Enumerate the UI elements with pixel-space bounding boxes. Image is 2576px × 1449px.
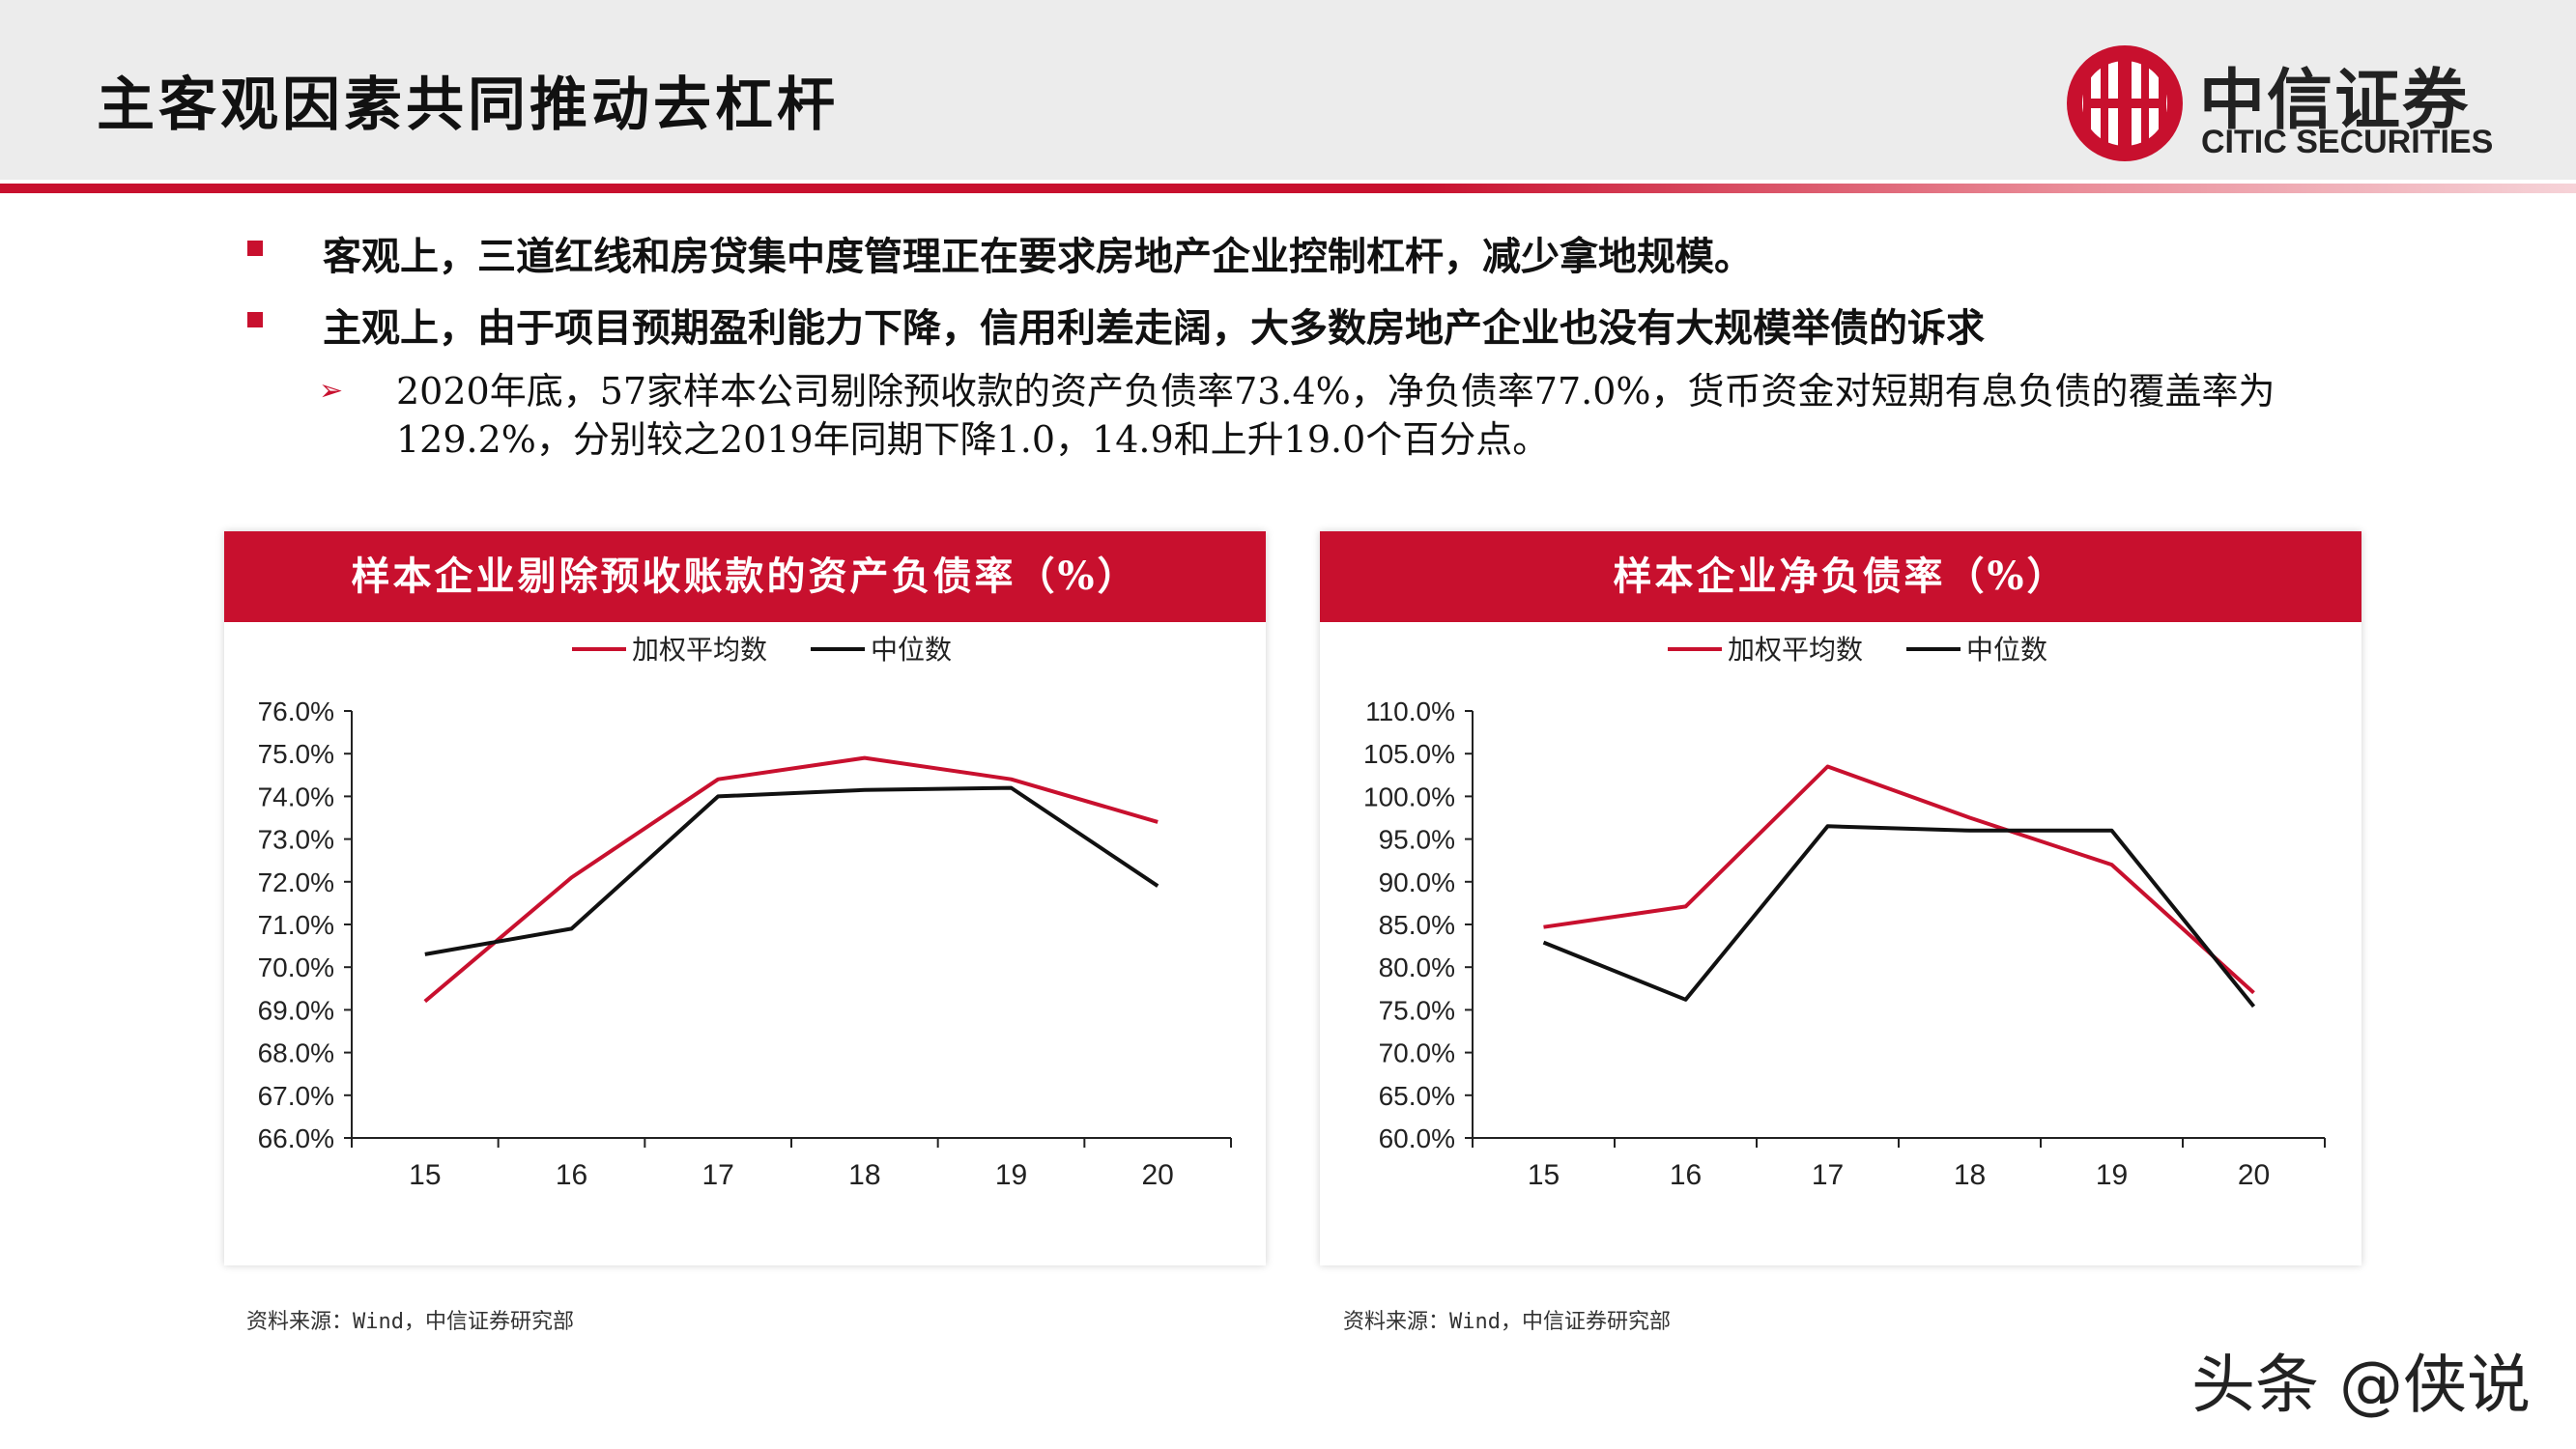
x-tick-label: 20 — [2238, 1159, 2270, 1191]
citic-logo-icon — [2067, 45, 2183, 161]
logo-text-en: CITIC SECURITIES — [2201, 124, 2494, 160]
source-note: 资料来源：Wind，中信证券研究部 — [1343, 1310, 1671, 1334]
y-tick-label: 95.0% — [1379, 825, 1455, 855]
x-tick-label: 16 — [1670, 1159, 1702, 1191]
arrow-bullet-icon: ➢ — [319, 374, 344, 408]
logo-text-cn: 中信证券 — [2199, 63, 2471, 139]
y-tick-label: 80.0% — [1379, 952, 1455, 982]
y-tick-label: 85.0% — [1379, 910, 1455, 940]
x-tick-label: 19 — [995, 1159, 1027, 1191]
y-tick-label: 66.0% — [258, 1123, 334, 1153]
y-tick-label: 69.0% — [258, 995, 334, 1025]
x-tick-label: 18 — [848, 1159, 880, 1191]
source-note: 资料来源：Wind，中信证券研究部 — [246, 1310, 574, 1334]
chart-title: 样本企业净负债率（%） — [1320, 531, 2361, 622]
page-title: 主客观因素共同推动去杠杆 — [97, 71, 839, 139]
x-tick-label: 20 — [1141, 1159, 1173, 1191]
x-tick-label: 19 — [2096, 1159, 2128, 1191]
y-tick-label: 100.0% — [1363, 781, 1455, 811]
y-tick-label: 90.0% — [1379, 867, 1455, 897]
y-tick-label: 72.0% — [258, 867, 334, 897]
x-tick-label: 17 — [1812, 1159, 1844, 1191]
bullet-text: 主观上，由于项目预期盈利能力下降，信用利差走阔，大多数房地产企业也没有大规模举债… — [323, 305, 1985, 351]
series-line-加权平均数 — [1543, 764, 2255, 995]
series-line-中位数 — [1542, 824, 2256, 1009]
chart-title: 样本企业剔除预收账款的资产负债率（%） — [224, 531, 1266, 622]
bullet-square-icon — [247, 312, 263, 327]
y-tick-label: 75.0% — [1379, 995, 1455, 1025]
legend-label: 中位数 — [1966, 634, 2047, 666]
citic-logo: 中信证券 CITIC SECURITIES — [2062, 41, 2493, 166]
legend-label: 中位数 — [871, 634, 952, 666]
chart-panel-net-debt: 样本企业净负债率（%） 60.0% 65.0% 70.0% 75.0% 80.0% 85.… — [1320, 531, 2361, 1265]
x-tick-label: 18 — [1954, 1159, 1986, 1191]
x-tick-label: 16 — [556, 1159, 587, 1191]
watermark: 头条 @侠说 — [2191, 1348, 2531, 1422]
y-tick-label: 68.0% — [258, 1038, 334, 1068]
y-tick-label: 67.0% — [258, 1081, 334, 1111]
bullet-text: 客观上，三道红线和房贷集中度管理正在要求房地产企业控制杠杆，减少拿地规模。 — [323, 234, 1753, 279]
chart-asset-liability: 66.0% 67.0% 68.0% 69.0% 70.0% 71.0% 72.0% 73.0%… — [258, 634, 1232, 1191]
y-tick-label: 65.0% — [1379, 1081, 1455, 1111]
bullet-square-icon — [247, 241, 263, 256]
header-divider — [0, 184, 2576, 193]
y-tick-label: 70.0% — [258, 952, 334, 982]
y-tick-label: 74.0% — [258, 781, 334, 811]
x-tick-label: 17 — [701, 1159, 733, 1191]
chart-panel-asset-liability: 样本企业剔除预收账款的资产负债率（%） 66.0% 67.0% 68.0% 69.0%… — [224, 531, 1266, 1265]
x-tick-label: 15 — [1528, 1159, 1560, 1191]
y-tick-label: 105.0% — [1363, 739, 1455, 769]
y-tick-label: 76.0% — [258, 696, 334, 726]
y-tick-label: 75.0% — [258, 739, 334, 769]
legend-label: 加权平均数 — [1728, 634, 1863, 666]
sub-bullet-text: 2020年底，57家样本公司剔除预收款的资产负债率73.4%，净负债率77.0%… — [396, 370, 2275, 461]
x-tick-label: 15 — [409, 1159, 441, 1191]
y-tick-label: 60.0% — [1379, 1123, 1455, 1153]
y-tick-label: 110.0% — [1365, 696, 1455, 726]
y-tick-label: 73.0% — [258, 825, 334, 855]
legend-label: 加权平均数 — [632, 634, 767, 666]
series-line-中位数 — [424, 785, 1159, 956]
y-tick-label: 71.0% — [258, 910, 334, 940]
chart-net-debt: 60.0% 65.0% 70.0% 75.0% 80.0% 85.0% 90.0% 95.0%… — [1363, 634, 2326, 1191]
y-tick-label: 70.0% — [1379, 1038, 1455, 1068]
series-line-加权平均数 — [423, 755, 1159, 1004]
